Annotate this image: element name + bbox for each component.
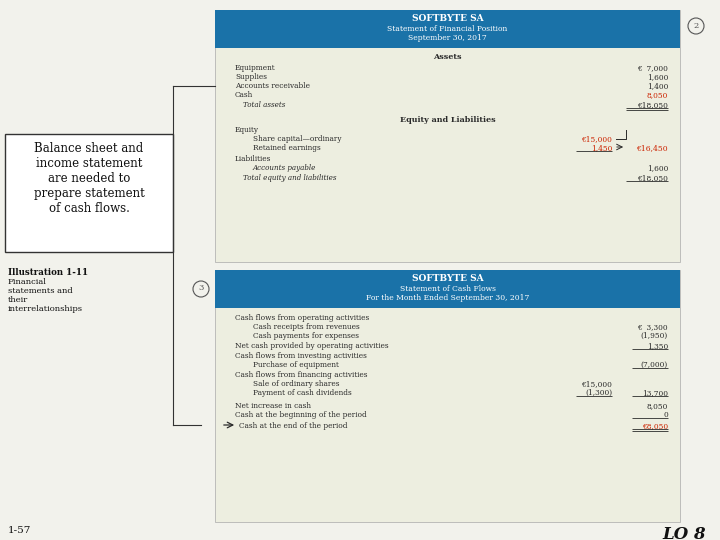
Text: Accounts payable: Accounts payable: [253, 164, 316, 172]
Text: Accounts receivable: Accounts receivable: [235, 82, 310, 90]
Text: SOFTBYTE SA: SOFTBYTE SA: [412, 14, 483, 23]
FancyBboxPatch shape: [5, 134, 173, 252]
FancyBboxPatch shape: [215, 270, 680, 308]
FancyBboxPatch shape: [215, 10, 680, 262]
Text: Liabilities: Liabilities: [235, 155, 271, 163]
Text: Statement of Cash Flows: Statement of Cash Flows: [400, 285, 495, 293]
Text: €18,050: €18,050: [637, 101, 668, 109]
Text: 8,050: 8,050: [647, 91, 668, 99]
Text: Assets: Assets: [433, 53, 462, 61]
Text: Equity: Equity: [235, 126, 259, 134]
Text: interrelationships: interrelationships: [8, 305, 83, 313]
Text: (1,300): (1,300): [585, 389, 612, 397]
FancyBboxPatch shape: [215, 270, 680, 522]
Text: €  3,300: € 3,300: [637, 323, 668, 331]
Text: Cash flows from investing activities: Cash flows from investing activities: [235, 352, 367, 360]
Text: Cash: Cash: [235, 91, 253, 99]
Text: €15,000: €15,000: [581, 380, 612, 388]
Text: 13,700: 13,700: [642, 389, 668, 397]
Text: Financial: Financial: [8, 278, 47, 286]
Text: 1,600: 1,600: [647, 164, 668, 172]
Text: Cash payments for expenses: Cash payments for expenses: [253, 332, 359, 340]
Text: their: their: [8, 296, 28, 304]
Text: 1,450: 1,450: [590, 144, 612, 152]
Text: €  7,000: € 7,000: [637, 64, 668, 72]
Text: €15,000: €15,000: [581, 135, 612, 143]
Text: 3: 3: [198, 285, 204, 293]
Text: Supplies: Supplies: [235, 73, 267, 81]
Text: Payment of cash dividends: Payment of cash dividends: [253, 389, 352, 397]
Text: €16,450: €16,450: [636, 144, 668, 152]
Text: €18,050: €18,050: [637, 174, 668, 182]
Text: Net increase in cash: Net increase in cash: [235, 402, 311, 410]
Text: Sale of ordinary shares: Sale of ordinary shares: [253, 380, 340, 388]
Text: 2: 2: [693, 22, 698, 30]
Text: Equity and Liabilities: Equity and Liabilities: [400, 116, 495, 124]
Text: 1-57: 1-57: [8, 526, 32, 535]
Text: Illustration 1-11: Illustration 1-11: [8, 268, 88, 277]
Text: 0: 0: [663, 411, 668, 419]
Text: Cash flows from operating activities: Cash flows from operating activities: [235, 314, 369, 322]
FancyBboxPatch shape: [215, 10, 680, 48]
Text: (7,000): (7,000): [641, 361, 668, 369]
Text: statements and: statements and: [8, 287, 73, 295]
Text: (1,950): (1,950): [641, 332, 668, 340]
Text: Equipment: Equipment: [235, 64, 276, 72]
Text: €8,050: €8,050: [642, 422, 668, 430]
Text: 1,400: 1,400: [647, 82, 668, 90]
Text: 8,050: 8,050: [647, 402, 668, 410]
Text: Statement of Financial Position: Statement of Financial Position: [387, 25, 508, 33]
Text: Total assets: Total assets: [243, 101, 285, 109]
Text: Balance sheet and
income statement
are needed to
prepare statement
of cash flows: Balance sheet and income statement are n…: [34, 142, 145, 215]
Text: Retained earnings: Retained earnings: [253, 144, 320, 152]
Text: 1,600: 1,600: [647, 73, 668, 81]
Text: Cash flows from financing activities: Cash flows from financing activities: [235, 371, 367, 379]
Text: Cash receipts from revenues: Cash receipts from revenues: [253, 323, 360, 331]
Text: Total equity and liabilities: Total equity and liabilities: [243, 174, 336, 182]
Text: Cash at the beginning of the period: Cash at the beginning of the period: [235, 411, 366, 419]
Text: SOFTBYTE SA: SOFTBYTE SA: [412, 274, 483, 283]
Text: 1,350: 1,350: [647, 342, 668, 350]
Text: Share capital—ordinary: Share capital—ordinary: [253, 135, 341, 143]
Text: For the Month Ended September 30, 2017: For the Month Ended September 30, 2017: [366, 294, 529, 302]
Text: September 30, 2017: September 30, 2017: [408, 34, 487, 42]
Text: Purchase of equipment: Purchase of equipment: [253, 361, 339, 369]
Text: Cash at the end of the period: Cash at the end of the period: [239, 422, 348, 430]
Text: Net cash provided by operating activities: Net cash provided by operating activitie…: [235, 342, 389, 350]
Text: LO 8: LO 8: [662, 526, 706, 540]
